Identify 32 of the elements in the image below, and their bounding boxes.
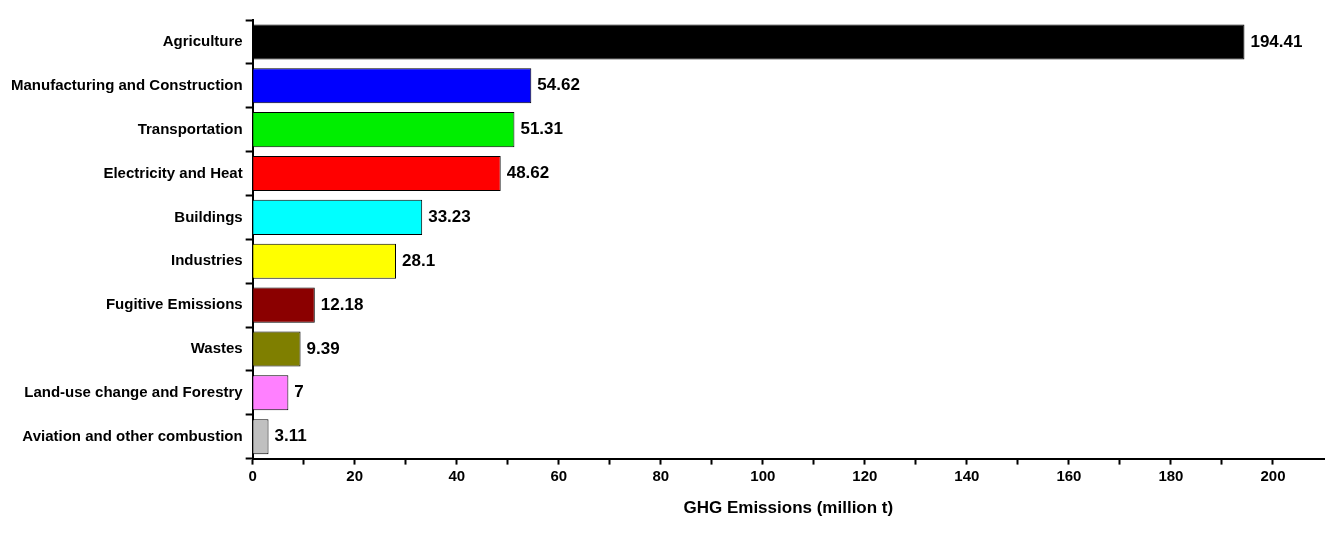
data-label: 51.31 — [520, 119, 563, 139]
x-tick-label: 120 — [852, 466, 878, 484]
data-label: 12.18 — [320, 294, 364, 314]
data-label: 33.23 — [428, 207, 471, 227]
y-tick-label: Manufacturing and Construction — [10, 75, 243, 93]
y-tick-label: Transportation — [137, 119, 243, 137]
x-tick-label: 100 — [750, 466, 776, 484]
x-tick-label: 180 — [1158, 466, 1184, 484]
y-tick-label: Wastes — [190, 339, 243, 357]
data-label: 3.11 — [274, 426, 307, 446]
y-tick-label: Aviation and other combustion — [22, 426, 243, 444]
x-tick-label: 20 — [346, 466, 364, 484]
x-tick-label: 200 — [1260, 466, 1286, 484]
x-tick-label: 60 — [550, 466, 568, 484]
x-tick-label: 80 — [652, 466, 670, 484]
y-tick-label: Electricity and Heat — [103, 163, 243, 181]
data-label: 9.39 — [306, 338, 340, 358]
data-label: 7 — [294, 382, 304, 402]
y-tick-label: Land-use change and Forestry — [24, 382, 244, 400]
data-label: 54.62 — [537, 75, 580, 95]
x-axis-title: GHG Emissions (million t) — [683, 498, 894, 518]
data-label: 28.1 — [402, 250, 436, 270]
y-tick-label: Industries — [170, 251, 243, 269]
x-tick-label: 40 — [448, 466, 466, 484]
y-tick-label: Agriculture — [162, 32, 243, 50]
x-tick-label: 160 — [1056, 466, 1082, 484]
y-tick-label: Fugitive Emissions — [105, 295, 243, 313]
data-label: 194.41 — [1250, 31, 1303, 51]
data-label: 48.62 — [506, 163, 550, 183]
x-tick-label: 140 — [954, 466, 980, 484]
x-tick-label: 0 — [248, 466, 257, 484]
y-tick-label: Buildings — [174, 207, 243, 225]
